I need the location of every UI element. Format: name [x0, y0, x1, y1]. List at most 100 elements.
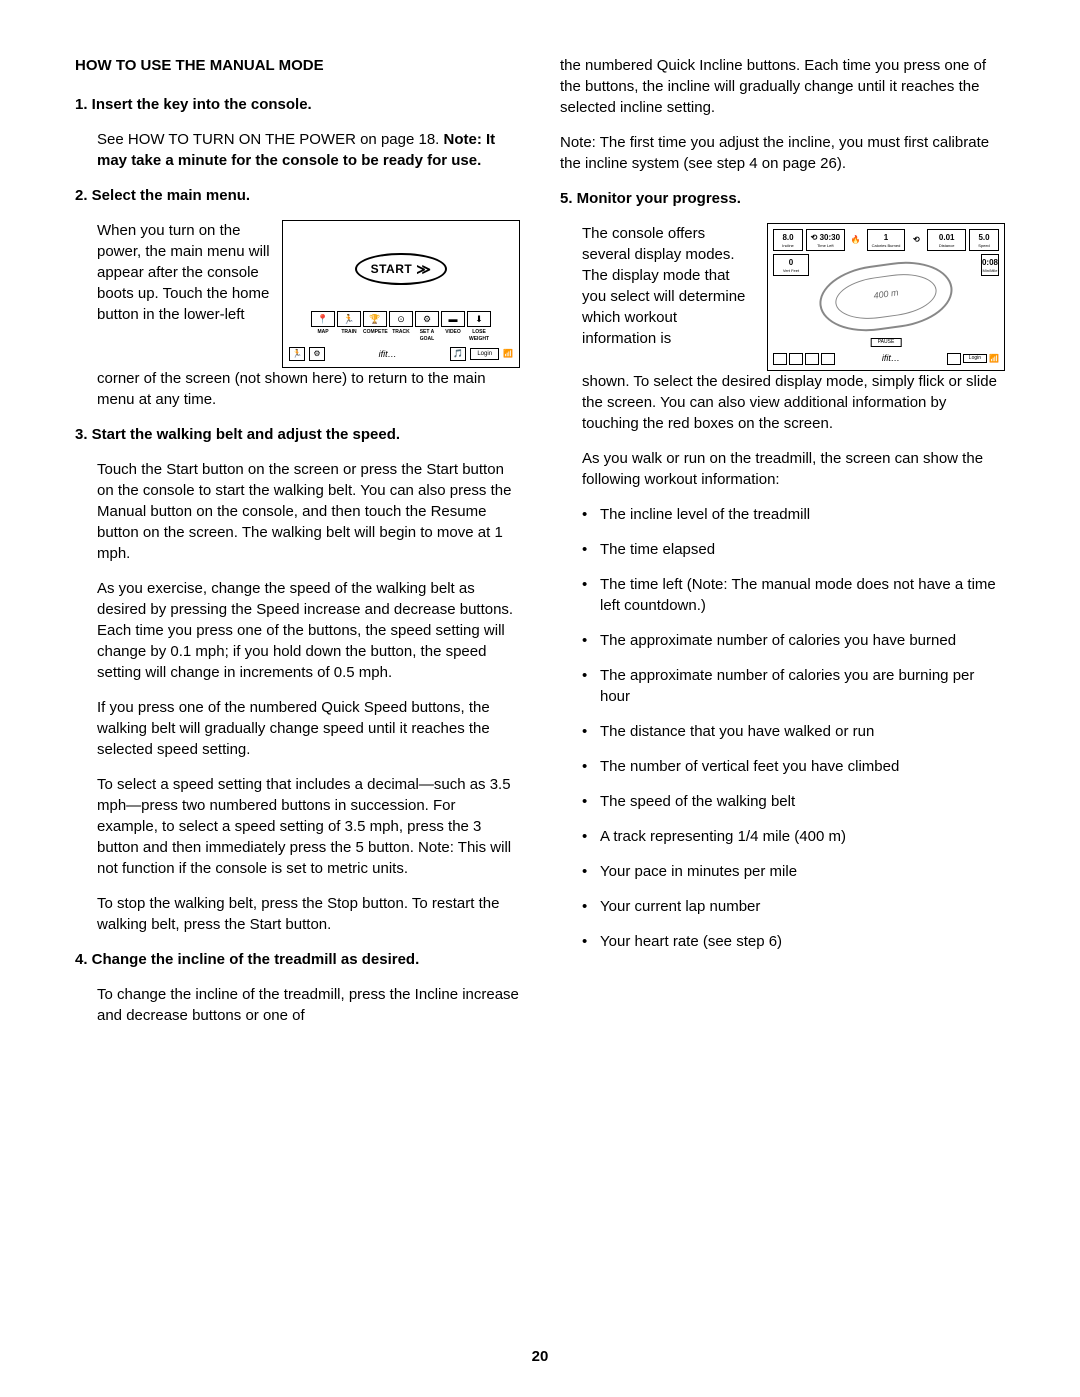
bullet-icon: •	[582, 504, 600, 525]
step2-heading: 2. Select the main menu.	[75, 185, 520, 206]
list-item: •The incline level of the treadmill	[582, 504, 1005, 525]
fig1-top: START ≫	[289, 227, 513, 311]
bullet-icon: •	[582, 721, 600, 742]
track-icon[interactable]: ⊙	[389, 311, 413, 327]
bullet-icon: •	[582, 574, 600, 616]
step4-cont-para2: Note: The first time you adjust the incl…	[560, 132, 1005, 174]
bullet-text: Your current lap number	[600, 896, 760, 917]
step4-para1: To change the incline of the treadmill, …	[97, 984, 520, 1026]
stat-distance[interactable]: 0.01Distance	[927, 229, 966, 251]
home-icon[interactable]: 🏃	[289, 347, 305, 361]
music-icon[interactable]	[947, 353, 961, 365]
list-item: •The speed of the walking belt	[582, 791, 1005, 812]
bullet-text: Your pace in minutes per mile	[600, 861, 797, 882]
lose-weight-icon[interactable]: ⬇	[467, 311, 491, 327]
bullet-text: The number of vertical feet you have cli…	[600, 756, 899, 777]
stat-vert-feet[interactable]: 0Vert Feet	[773, 254, 809, 276]
figure-start-screen: START ≫ 📍 🏃 🏆 ⊙ ⚙ ▬ ⬇ MAP	[282, 220, 520, 368]
track-area: 400 m PAUSE	[809, 254, 963, 349]
fig1-label-row: MAP TRAIN COMPETE TRACK SET A GOAL VIDEO…	[289, 329, 513, 343]
start-button[interactable]: START ≫	[355, 253, 448, 286]
step5-body: The console offers several display modes…	[560, 223, 1005, 952]
bullet-icon: •	[582, 896, 600, 917]
fig2-left-side: 0Vert Feet	[773, 254, 809, 349]
runner-icon[interactable]	[805, 353, 819, 365]
bullet-text: A track representing 1/4 mile (400 m)	[600, 826, 846, 847]
gear-icon[interactable]	[821, 353, 835, 365]
stat-calories[interactable]: 1Calories Burned	[867, 229, 906, 251]
fig2-right-side: 0:08Min/Mile	[963, 254, 999, 349]
list-item: •The time left (Note: The manual mode do…	[582, 574, 1005, 616]
train-icon[interactable]: 🏃	[337, 311, 361, 327]
login-button[interactable]: Login	[963, 354, 987, 363]
bullet-text: The speed of the walking belt	[600, 791, 795, 812]
bullet-text: The time elapsed	[600, 539, 715, 560]
list-item: •The distance that you have walked or ru…	[582, 721, 1005, 742]
home-icon[interactable]	[789, 353, 803, 365]
step3-heading: 3. Start the walking belt and adjust the…	[75, 424, 520, 445]
step2-para2: corner of the screen (not shown here) to…	[97, 368, 520, 410]
bullet-text: The distance that you have walked or run	[600, 721, 874, 742]
list-item: •The approximate number of calories you …	[582, 630, 1005, 651]
stat-time-left[interactable]: ⟲ 30:30Time Left	[806, 229, 845, 251]
fig2-bottom-bar: ifit… Login 📶	[773, 352, 999, 365]
step3-body: Touch the Start button on the screen or …	[75, 459, 520, 935]
ifit-logo: ifit…	[837, 352, 945, 365]
step5-para3: As you walk or run on the treadmill, the…	[582, 448, 1005, 490]
compete-icon[interactable]: 🏆	[363, 311, 387, 327]
right-column: the numbered Quick Incline buttons. Each…	[560, 55, 1005, 1026]
list-item: •Your current lap number	[582, 896, 1005, 917]
bullet-icon: •	[582, 931, 600, 952]
stat-speed[interactable]: 5.0Speed	[969, 229, 999, 251]
step5-para2: shown. To select the desired display mod…	[582, 371, 1005, 434]
step3-para4: To select a speed setting that includes …	[97, 774, 520, 879]
track-label: TRACK	[389, 329, 413, 343]
bullet-text: The approximate number of calories you a…	[600, 665, 1005, 707]
goal-label: SET A GOAL	[415, 329, 439, 343]
list-item: •The number of vertical feet you have cl…	[582, 756, 1005, 777]
stat-incline[interactable]: 8.0Incline	[773, 229, 803, 251]
list-item: •Your heart rate (see step 6)	[582, 931, 1005, 952]
music-icon[interactable]: 🎵	[450, 347, 466, 361]
step1-body: See HOW TO TURN ON THE POWER on page 18.…	[75, 129, 520, 171]
login-button[interactable]: Login	[470, 348, 499, 360]
step3-para3: If you press one of the numbered Quick S…	[97, 697, 520, 760]
step1-heading: 1. Insert the key into the console.	[75, 94, 520, 115]
fig1-bottom-bar: 🏃 ⚙ ifit… 🎵 Login 📶	[289, 347, 513, 361]
fig2-stats-row: 8.0Incline ⟲ 30:30Time Left 🔥 1Calories …	[773, 229, 999, 251]
back-icon[interactable]	[773, 353, 787, 365]
page-columns: HOW TO USE THE MANUAL MODE 1. Insert the…	[75, 55, 1005, 1026]
figure-progress-screen: 8.0Incline ⟲ 30:30Time Left 🔥 1Calories …	[767, 223, 1005, 371]
step2-body: When you turn on the power, the main men…	[75, 220, 520, 410]
step4-body: To change the incline of the treadmill, …	[75, 984, 520, 1026]
goal-icon[interactable]: ⚙	[415, 311, 439, 327]
start-label: START	[371, 261, 413, 278]
settings-icon[interactable]: ⚙	[309, 347, 325, 361]
stat-pace[interactable]: 0:08Min/Mile	[981, 254, 999, 276]
list-item: •Your pace in minutes per mile	[582, 861, 1005, 882]
bullet-text: Your heart rate (see step 6)	[600, 931, 782, 952]
section-heading: HOW TO USE THE MANUAL MODE	[75, 55, 520, 76]
bullet-icon: •	[582, 826, 600, 847]
fig2-mid: 0Vert Feet 400 m PAUSE 0:08Min/Mile	[773, 254, 999, 349]
bullet-text: The incline level of the treadmill	[600, 504, 810, 525]
wifi-icon: 📶	[989, 353, 999, 364]
cal-icon: 🔥	[848, 229, 864, 251]
pause-button[interactable]: PAUSE	[871, 338, 902, 347]
step5-heading: 5. Monitor your progress.	[560, 188, 1005, 209]
step3-para1: Touch the Start button on the screen or …	[97, 459, 520, 564]
map-icon[interactable]: 📍	[311, 311, 335, 327]
bullet-text: The approximate number of calories you h…	[600, 630, 956, 651]
compete-label: COMPETE	[363, 329, 387, 343]
ifit-logo: ifit…	[329, 348, 446, 361]
bullet-icon: •	[582, 756, 600, 777]
wifi-icon: 📶	[503, 348, 513, 359]
step5-wrap: The console offers several display modes…	[582, 223, 1005, 371]
bullet-text: The time left (Note: The manual mode doe…	[600, 574, 1005, 616]
bullet-icon: •	[582, 861, 600, 882]
step1-text-a: See HOW TO TURN ON THE POWER on page 18.	[97, 131, 444, 148]
chevron-right-icon: ≫	[416, 262, 431, 276]
video-icon[interactable]: ▬	[441, 311, 465, 327]
step1-para: See HOW TO TURN ON THE POWER on page 18.…	[97, 129, 520, 171]
bullet-icon: •	[582, 630, 600, 651]
